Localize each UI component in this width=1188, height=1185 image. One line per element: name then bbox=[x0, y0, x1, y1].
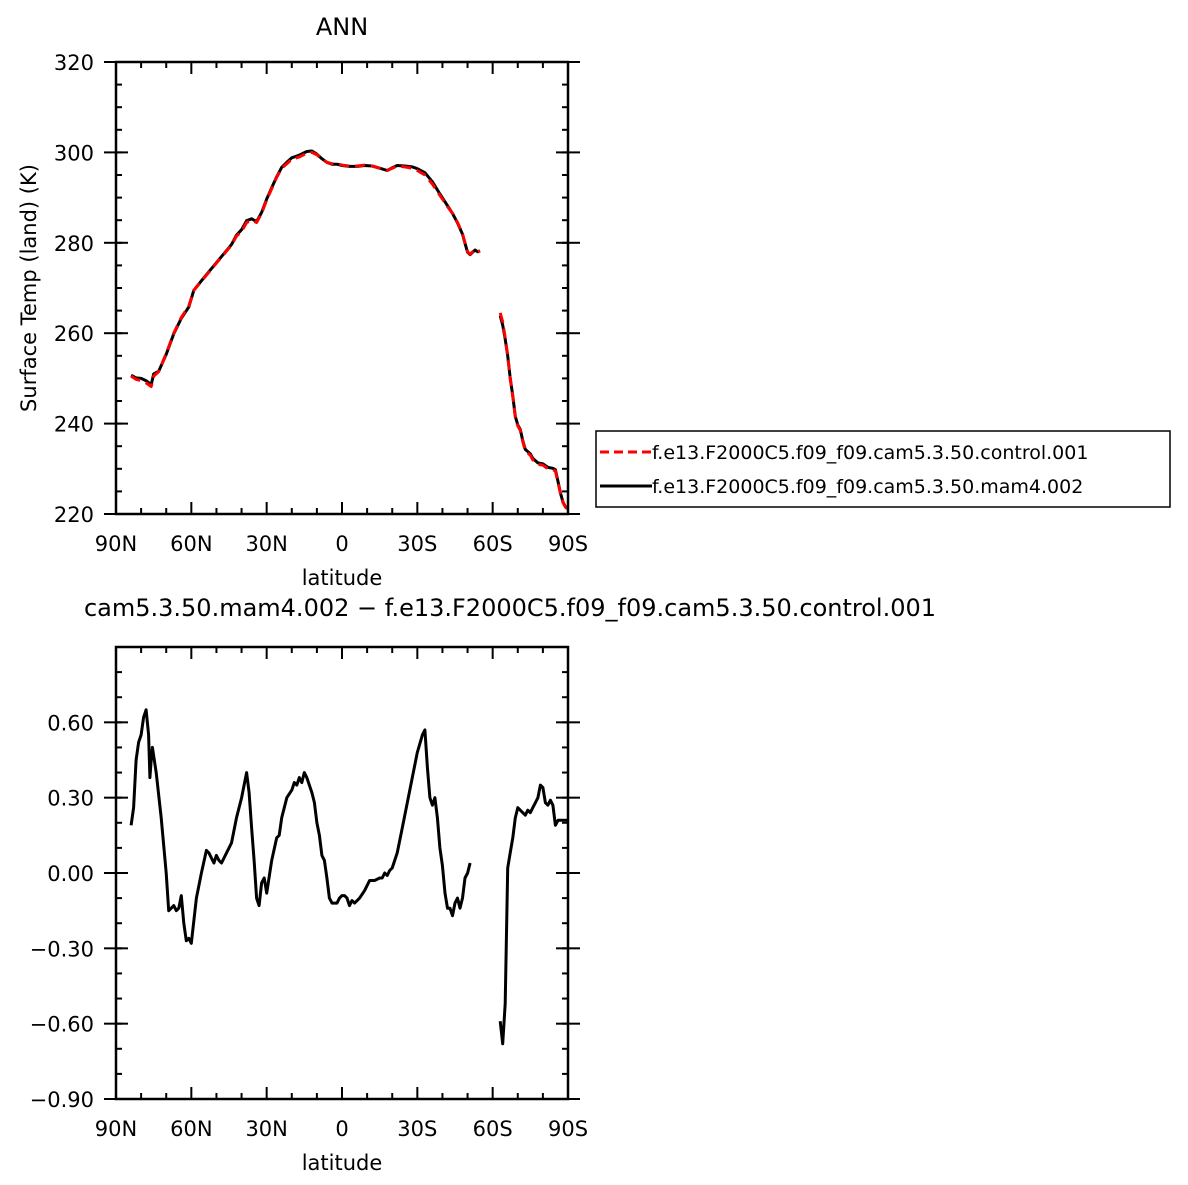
legend-label-mam4: f.e13.F2000C5.f09_f09.cam5.3.50.mam4.002 bbox=[652, 476, 1083, 498]
bottom-x-tick-label: 30S bbox=[397, 1117, 437, 1141]
top-x-tick-label: 30N bbox=[245, 532, 287, 556]
bottom-y-tick-label: −0.90 bbox=[30, 1088, 94, 1112]
bottom-x-tick-label: 30N bbox=[245, 1117, 287, 1141]
legend-box bbox=[595, 430, 1171, 508]
top-x-axis-label: latitude bbox=[302, 566, 383, 590]
top-x-tick-label: 30S bbox=[397, 532, 437, 556]
top-series-line bbox=[130, 149, 481, 387]
top-x-tick-label: 90N bbox=[95, 532, 137, 556]
top-y-tick-label: 260 bbox=[54, 322, 94, 346]
bottom-y-tick-label: 0.60 bbox=[47, 711, 94, 735]
top-y-tick-label: 220 bbox=[54, 503, 94, 527]
bottom-x-tick-label: 0 bbox=[335, 1117, 348, 1141]
bottom-y-tick-label: 0.00 bbox=[47, 862, 94, 886]
bottom-series-lines bbox=[129, 708, 568, 1046]
bottom-series-line bbox=[498, 783, 568, 1046]
bottom-x-tick-label: 90N bbox=[95, 1117, 137, 1141]
top-y-axis-label: Surface Temp (land) (K) bbox=[17, 164, 41, 412]
top-x-tick-label: 60S bbox=[473, 532, 513, 556]
top-y-tick-label: 300 bbox=[54, 141, 94, 165]
top-plot-frame bbox=[114, 60, 570, 516]
top-x-tick-label: 90S bbox=[548, 532, 588, 556]
top-x-tick-label: 60N bbox=[170, 532, 212, 556]
bottom-y-axis-label: Surface Temp (land) (K) bbox=[0, 746, 19, 994]
bottom-series-line bbox=[129, 708, 472, 945]
legend: f.e13.F2000C5.f09_f09.cam5.3.50.control.… bbox=[595, 430, 1171, 508]
bottom-x-tick-label: 60N bbox=[170, 1117, 212, 1141]
top-series-line bbox=[130, 150, 481, 388]
top-y-tick-label: 240 bbox=[54, 413, 94, 437]
bottom-panel: cam5.3.50.mam4.002 − f.e13.F2000C5.f09_f… bbox=[0, 594, 936, 1175]
top-y-tick-label: 320 bbox=[54, 51, 94, 75]
top-series-line bbox=[498, 312, 570, 511]
top-axis-ticks: 90N 60N 30N 0 30S 60S 90S 220 240 260 280 300 320 bbox=[54, 51, 588, 556]
bottom-y-tick-label: −0.30 bbox=[30, 937, 94, 961]
bottom-x-axis-label: latitude bbox=[302, 1151, 383, 1175]
top-panel: ANN 90N 60N 30N 0 30S 60S 90S 220 240 260 280 300 32… bbox=[17, 13, 588, 590]
legend-label-control: f.e13.F2000C5.f09_f09.cam5.3.50.control.… bbox=[652, 442, 1088, 464]
bottom-chart-title: cam5.3.50.mam4.002 − f.e13.F2000C5.f09_f… bbox=[84, 594, 936, 622]
bottom-x-tick-label: 60S bbox=[473, 1117, 513, 1141]
bottom-y-tick-label: 0.30 bbox=[47, 787, 94, 811]
bottom-axis-ticks: 90N 60N 30N 0 30S 60S 90S 0.60 0.30 0.00 −0.30 −0.6… bbox=[30, 646, 588, 1141]
top-x-tick-label: 0 bbox=[335, 532, 348, 556]
top-series-lines bbox=[130, 149, 570, 511]
top-series-line bbox=[498, 315, 569, 510]
top-chart-title: ANN bbox=[316, 13, 368, 41]
bottom-y-tick-label: −0.60 bbox=[30, 1013, 94, 1037]
top-y-tick-label: 280 bbox=[54, 232, 94, 256]
bottom-x-tick-label: 90S bbox=[548, 1117, 588, 1141]
